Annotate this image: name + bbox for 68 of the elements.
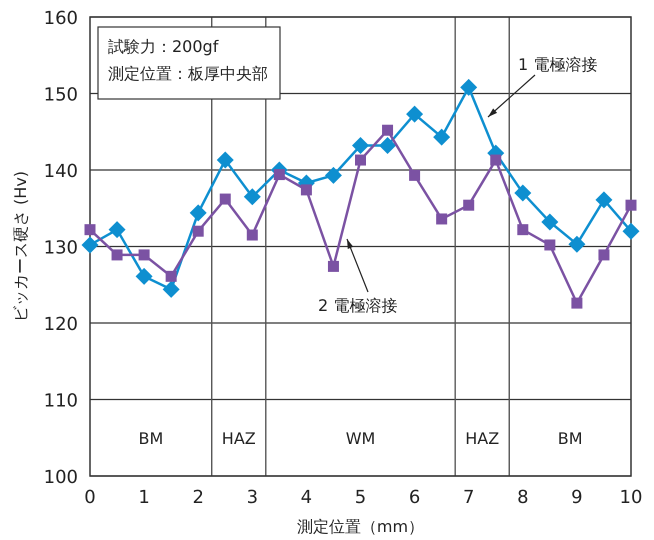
x-tick-label: 7 xyxy=(462,487,474,508)
annotation: 測定位置：板厚中央部 xyxy=(108,64,268,83)
x-axis-title: 測定位置（mm） xyxy=(296,517,424,536)
point xyxy=(162,280,180,298)
point xyxy=(352,137,369,154)
series-label: 2 電極溶接 xyxy=(318,296,398,315)
point xyxy=(409,170,420,181)
x-tick-label: 2 xyxy=(192,487,204,508)
point xyxy=(300,184,312,196)
point xyxy=(190,204,207,222)
point xyxy=(216,152,234,169)
point xyxy=(108,221,126,238)
point xyxy=(544,239,556,250)
point xyxy=(463,200,474,211)
x-tick-label: 5 xyxy=(354,487,366,508)
point xyxy=(166,270,177,282)
annotation: 試験力：200gf xyxy=(108,37,219,56)
x-tick-label: 9 xyxy=(571,487,583,508)
point xyxy=(328,260,339,272)
point xyxy=(514,184,532,202)
y-tick-label: 100 xyxy=(44,467,78,488)
point xyxy=(595,191,612,208)
x-tick-label: 0 xyxy=(84,487,96,508)
y-tick-label: 120 xyxy=(44,314,78,335)
x-tick-label: 3 xyxy=(246,487,258,508)
point xyxy=(406,106,424,123)
y-axis-title: ビッカース硬さ (Hv) xyxy=(11,170,30,322)
point xyxy=(517,224,528,236)
x-tick-label: 8 xyxy=(517,487,529,508)
point xyxy=(626,200,636,211)
point xyxy=(571,298,582,309)
point xyxy=(220,194,231,205)
band-label: HAZ xyxy=(222,428,256,448)
y-tick-label: 110 xyxy=(44,390,78,412)
point xyxy=(324,166,342,184)
point xyxy=(246,230,258,241)
point xyxy=(598,249,610,260)
y-tick-label: 140 xyxy=(44,161,78,182)
point xyxy=(379,137,396,154)
x-tick-label: 6 xyxy=(408,487,420,508)
x-tick-label: 4 xyxy=(300,487,312,508)
x-tick-label: 10 xyxy=(620,487,642,508)
point xyxy=(82,236,98,254)
point xyxy=(112,249,123,260)
point xyxy=(568,236,586,253)
point xyxy=(490,154,502,166)
point xyxy=(355,154,366,166)
point xyxy=(622,222,640,240)
band-label: WM xyxy=(346,428,376,448)
text: 1 電極溶接 xyxy=(518,55,598,74)
point xyxy=(436,213,448,224)
y-tick-label: 160 xyxy=(44,8,78,29)
point xyxy=(541,214,558,231)
point xyxy=(433,128,450,146)
y-tick-label: 150 xyxy=(44,84,78,106)
point xyxy=(84,224,96,236)
point xyxy=(274,169,285,180)
band-label: BM xyxy=(138,428,164,448)
y-tick-label: 130 xyxy=(44,238,78,258)
point xyxy=(244,188,261,206)
x-tick-label: 1 xyxy=(138,487,150,508)
point xyxy=(382,124,394,136)
point xyxy=(460,78,478,96)
band-label: BM xyxy=(558,428,583,448)
point xyxy=(136,268,153,285)
point xyxy=(192,226,204,237)
band-label: HAZ xyxy=(465,428,500,448)
point xyxy=(138,249,150,260)
